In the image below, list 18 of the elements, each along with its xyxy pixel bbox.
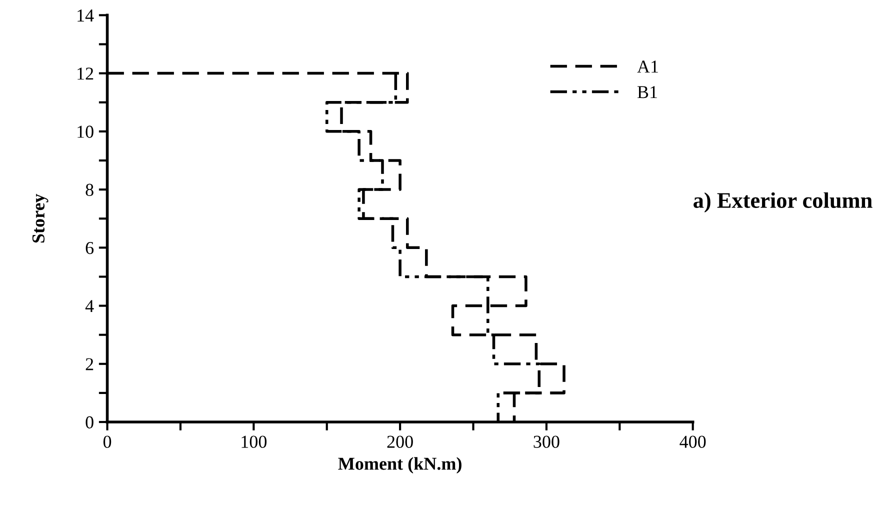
y-tick-label: 4	[85, 300, 94, 312]
text: a) Exterior column	[694, 192, 872, 212]
y-tick-label: 6	[86, 242, 94, 254]
y-tick-label: 8	[86, 184, 94, 196]
y-tick-label: 10	[78, 126, 94, 138]
x-tick-label: 400	[680, 436, 706, 448]
x-tick-label: 0	[103, 436, 112, 448]
x-tick-label: 300	[534, 436, 560, 448]
x-axis-title: Moment (kN.m)	[338, 457, 462, 474]
y-tick-label: 2	[86, 358, 94, 370]
legend-label: A1	[637, 60, 658, 73]
y-tick-label: 12	[78, 68, 94, 80]
x-tick-label: 200	[387, 436, 413, 448]
y-axis-title: Storey	[32, 194, 48, 243]
y-tick-label: 14	[78, 10, 94, 22]
x-tick-label: 100	[242, 436, 267, 448]
y-tick-label: 0	[86, 416, 94, 428]
legend-label: B1	[637, 86, 657, 98]
